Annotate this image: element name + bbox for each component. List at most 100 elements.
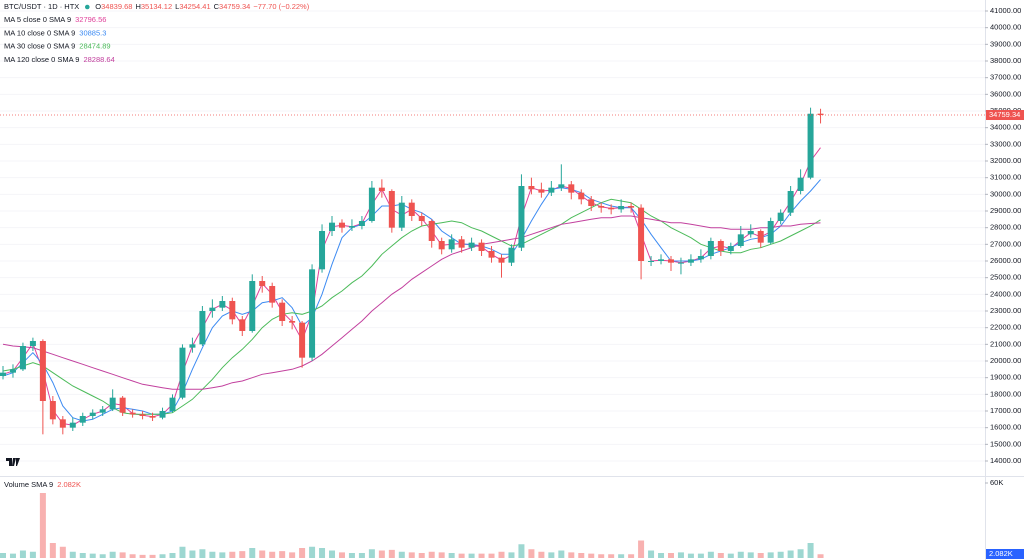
candle-body	[39, 341, 46, 401]
candle-body	[677, 262, 684, 264]
volume-bar	[618, 554, 625, 558]
volume-bar	[259, 550, 266, 558]
candle-body	[727, 246, 734, 251]
y-tick-label: 17000.00	[990, 406, 1021, 415]
y-tick-label: 28000.00	[990, 223, 1021, 232]
candle-body	[697, 256, 704, 260]
volume-bar	[289, 552, 296, 558]
volume-bar	[69, 551, 76, 558]
visibility-icon[interactable]	[84, 4, 90, 10]
volume-bars	[0, 493, 824, 558]
candle-body	[119, 397, 126, 413]
volume-tick-label: 60K	[990, 478, 1003, 487]
volume-bar	[767, 552, 774, 558]
volume-bar	[169, 553, 176, 558]
candle-body	[747, 231, 754, 235]
volume-bar	[209, 551, 216, 558]
volume-bar	[717, 553, 724, 558]
volume-bar	[598, 554, 605, 558]
candle-body	[388, 191, 395, 228]
volume-bar	[468, 553, 475, 558]
y-tick-label: 19000.00	[990, 373, 1021, 382]
volume-bar	[488, 553, 495, 558]
candle-body	[448, 239, 455, 250]
candle-body	[518, 186, 525, 248]
candle-body	[588, 199, 595, 206]
legend-name[interactable]: MA 10 close 0 SMA 9	[4, 28, 75, 37]
volume-bar	[229, 551, 236, 558]
candle-body	[797, 177, 804, 191]
volume-bar	[199, 549, 206, 558]
candle-body	[99, 409, 106, 413]
volume-bar	[99, 554, 106, 558]
candles	[0, 107, 824, 435]
candle-body	[468, 242, 475, 248]
volume-bar	[49, 543, 56, 558]
volume-bar	[797, 549, 804, 558]
volume-bar	[478, 553, 485, 558]
legend-name[interactable]: MA 30 close 0 SMA 9	[4, 42, 75, 51]
y-tick-label: 24000.00	[990, 289, 1021, 298]
candle-body	[398, 202, 405, 228]
candle-body	[787, 191, 794, 213]
y-tick-label: 20000.00	[990, 356, 1021, 365]
candle-body	[707, 241, 714, 256]
volume-bar	[498, 551, 505, 558]
y-tick-label: 39000.00	[990, 39, 1021, 48]
candle-body	[628, 206, 635, 208]
volume-bar	[368, 549, 375, 558]
volume-bar	[319, 548, 326, 558]
candle-body	[618, 206, 625, 210]
symbol[interactable]: BTC/USDT · 1D · HTX	[4, 2, 79, 11]
legend-value: 32796.56	[75, 15, 106, 24]
candle-body	[667, 259, 674, 263]
candle-body	[568, 184, 575, 193]
y-tick-label: 34000.00	[990, 123, 1021, 132]
volume-bar	[787, 550, 794, 558]
volume-bar	[697, 553, 704, 558]
volume-bar	[89, 553, 96, 558]
y-tick-label: 22000.00	[990, 323, 1021, 332]
y-tick-label: 31000.00	[990, 173, 1021, 182]
candle-body	[528, 186, 535, 190]
volume-bar	[269, 551, 276, 558]
candle-body	[89, 412, 96, 416]
last-price-label: 34759.34	[989, 110, 1020, 119]
y-tick-label: 30000.00	[990, 189, 1021, 198]
candle-body	[79, 416, 86, 423]
legend-name[interactable]: MA 5 close 0 SMA 9	[4, 15, 71, 24]
candle-body	[269, 286, 276, 303]
volume-bar	[727, 553, 734, 558]
volume-bar	[189, 550, 196, 558]
candle-body	[767, 221, 774, 243]
volume-bar	[737, 551, 744, 558]
candle-body	[139, 414, 146, 416]
candle-body	[199, 311, 206, 345]
volume-bar	[438, 552, 445, 558]
candle-body	[9, 369, 16, 373]
volume-bar	[418, 553, 425, 558]
volume-bar	[39, 493, 46, 558]
volume-bar	[29, 551, 36, 558]
candle-body	[558, 184, 565, 188]
candle-body	[458, 239, 465, 248]
price-axis: 14000.00 15000.00 16000.00 17000.00 18000.00…	[985, 6, 1021, 487]
volume-bar	[528, 549, 535, 558]
candle-body	[309, 269, 316, 358]
legend-name[interactable]: MA 120 close 0 SMA 9	[4, 55, 79, 64]
candle-body	[169, 397, 176, 411]
candle-body	[159, 411, 166, 418]
legend: BTC/USDT · 1D · HTX O 34839.68 H 35134.12 L 3…	[4, 2, 310, 64]
volume-bar	[658, 553, 665, 558]
volume-bar	[508, 552, 515, 558]
volume-bar	[279, 551, 286, 558]
volume-bar	[458, 553, 465, 558]
candle-body	[488, 251, 495, 258]
volume-bar	[677, 552, 684, 558]
volume-bar	[19, 550, 26, 558]
candle-body	[358, 221, 365, 226]
candle-body	[179, 347, 186, 398]
